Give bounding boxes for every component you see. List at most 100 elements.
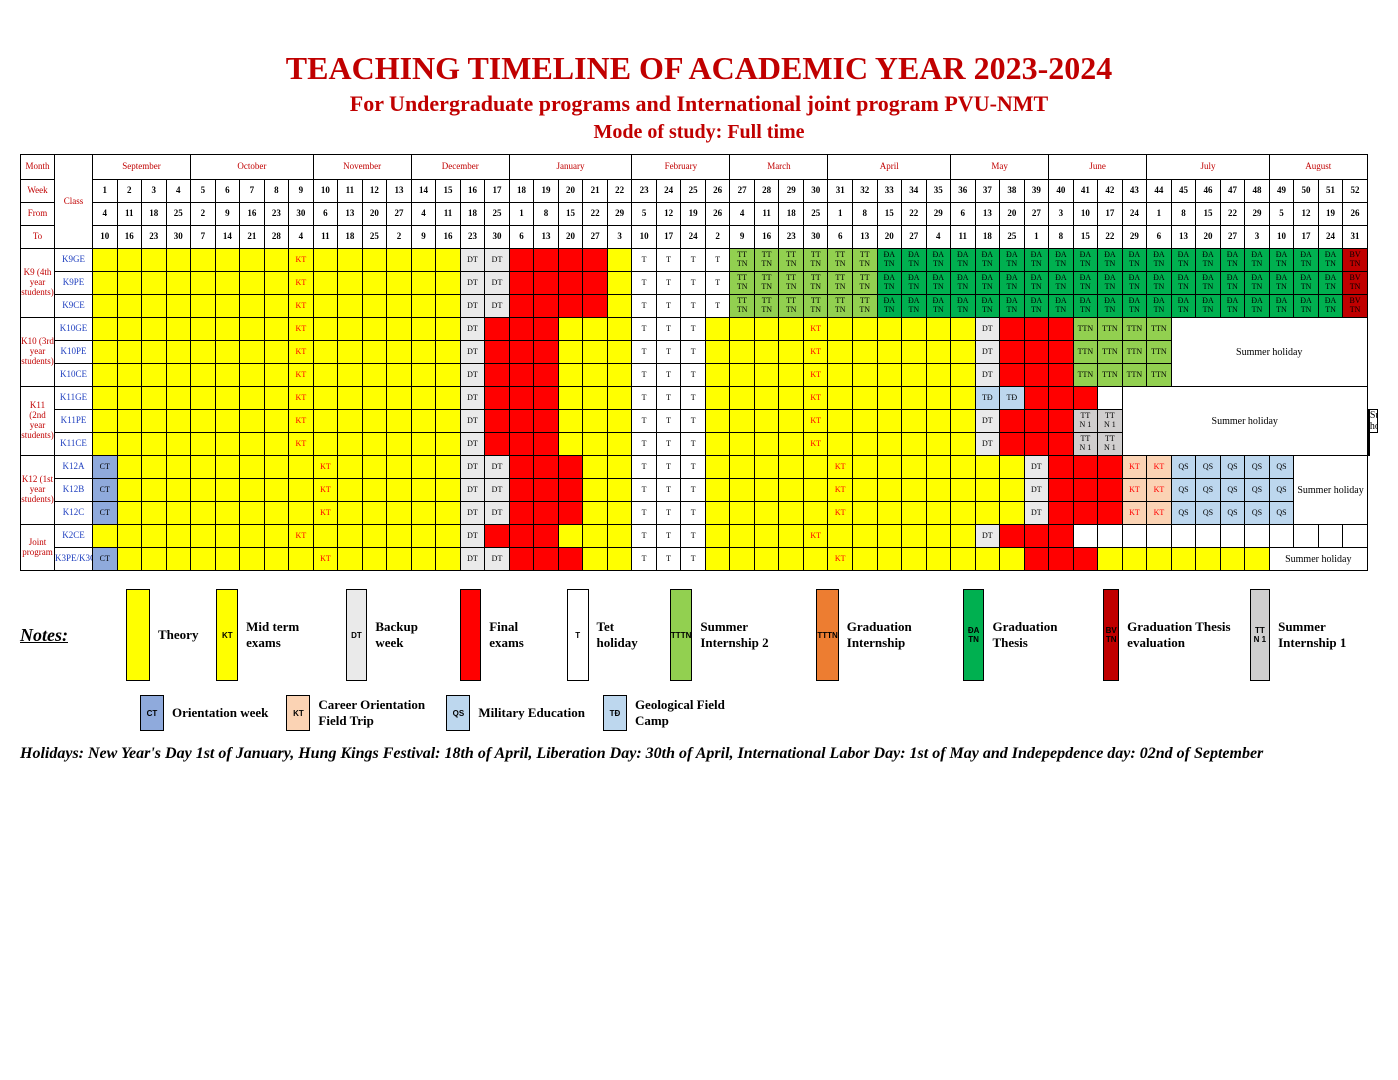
cell-TH <box>93 272 118 295</box>
cell-TH <box>387 364 412 387</box>
cell-KT: KT <box>803 387 828 410</box>
cell-FE <box>1000 410 1025 433</box>
cell-DATN: ĐA TN <box>951 249 976 272</box>
cell-TH <box>877 433 902 456</box>
cell-TH <box>852 456 877 479</box>
cell-TH <box>191 364 216 387</box>
cell-TH <box>951 364 976 387</box>
cell-PLAIN <box>1318 525 1343 548</box>
cell-DATN: ĐA TN <box>1024 249 1049 272</box>
cell-TH <box>852 479 877 502</box>
cell-DT: DT <box>485 456 510 479</box>
cell-FE <box>534 341 559 364</box>
cell-KT: KT <box>313 502 338 525</box>
cell-TH <box>313 433 338 456</box>
cell-T: T <box>681 479 706 502</box>
cell-TH <box>754 548 779 571</box>
cell-TH <box>142 548 167 571</box>
cell-T: T <box>656 272 681 295</box>
cell-KT: KT <box>803 364 828 387</box>
cell-DATN: ĐA TN <box>1000 295 1025 318</box>
cell-TH <box>877 456 902 479</box>
cell-T: T <box>681 272 706 295</box>
cell-KT2: KT <box>1147 456 1172 479</box>
cell-DATN: ĐA TN <box>1049 249 1074 272</box>
cell-TH <box>166 295 191 318</box>
cell-PLAIN <box>1171 525 1196 548</box>
cell-TH <box>730 410 755 433</box>
cell-TH <box>436 525 461 548</box>
cell-TH <box>191 410 216 433</box>
cell-DT: DT <box>485 502 510 525</box>
cell-TH <box>902 433 927 456</box>
cell-T: T <box>656 456 681 479</box>
cell-TH <box>166 456 191 479</box>
cell-TH <box>215 456 240 479</box>
cell-TH <box>902 479 927 502</box>
cell-FE <box>1024 341 1049 364</box>
cell-T: T <box>681 456 706 479</box>
cell-DATN: ĐA TN <box>1147 249 1172 272</box>
cell-TH <box>951 341 976 364</box>
cell-TH <box>338 433 363 456</box>
cell-TH <box>166 433 191 456</box>
summer-holiday-cell: Summer holiday <box>1122 387 1367 456</box>
cell-TH <box>215 341 240 364</box>
cell-T: T <box>632 479 657 502</box>
cell-TH <box>93 387 118 410</box>
cell-FE <box>509 456 534 479</box>
summer-holiday-cell: Summer holiday <box>1269 548 1367 571</box>
cell-TH <box>411 502 436 525</box>
legend-item: CTOrientation week <box>140 695 268 731</box>
cell-TH <box>411 479 436 502</box>
cell-T: T <box>656 341 681 364</box>
cell-TH <box>411 364 436 387</box>
cell-TH <box>338 479 363 502</box>
cell-DATN: ĐA TN <box>1294 295 1319 318</box>
cell-TH <box>166 548 191 571</box>
cell-QS: QS <box>1171 479 1196 502</box>
class-label: K9GE <box>55 249 93 272</box>
cell-TH <box>705 548 730 571</box>
cell-KT: KT <box>313 548 338 571</box>
cell-TD: TĐ <box>975 387 1000 410</box>
cell-DATN: ĐA TN <box>902 272 927 295</box>
cell-TH <box>362 364 387 387</box>
cell-TH <box>902 456 927 479</box>
cell-KT: KT <box>289 318 314 341</box>
cell-TH <box>117 456 142 479</box>
cell-PLAIN <box>1073 525 1098 548</box>
cell-TH <box>411 341 436 364</box>
cell-TH <box>583 525 608 548</box>
legend-item: TT N 1Summer Internship 1 <box>1250 589 1378 681</box>
cell-KT: KT <box>803 433 828 456</box>
cell-FE <box>1098 502 1123 525</box>
cell-FE <box>1049 341 1074 364</box>
cell-TH <box>215 387 240 410</box>
cell-TH <box>607 502 632 525</box>
cell-DATN: ĐA TN <box>1024 295 1049 318</box>
cell-TH <box>338 318 363 341</box>
cell-DATN: ĐA TN <box>1122 272 1147 295</box>
cell-DT: DT <box>460 525 485 548</box>
cell-FE <box>534 456 559 479</box>
cell-FE <box>485 433 510 456</box>
cell-TH <box>951 410 976 433</box>
cell-TTN1: TT N 1 <box>1073 433 1098 456</box>
cell-TH <box>705 364 730 387</box>
cell-TH <box>93 318 118 341</box>
timeline-table: MonthClassSeptemberOctoberNovemberDecemb… <box>20 154 1378 571</box>
cell-TTTN2: TT TN <box>754 272 779 295</box>
cell-TH <box>436 272 461 295</box>
cell-TH <box>117 525 142 548</box>
cell-BVTN: BV TN <box>1343 272 1368 295</box>
cell-T: T <box>632 433 657 456</box>
cell-KT: KT <box>828 502 853 525</box>
cell-TH <box>362 525 387 548</box>
cell-TH <box>926 525 951 548</box>
cell-TH <box>142 249 167 272</box>
cell-TH <box>117 295 142 318</box>
cell-KT2: KT <box>1122 502 1147 525</box>
cell-DATN: ĐA TN <box>1049 295 1074 318</box>
cell-TH <box>411 318 436 341</box>
